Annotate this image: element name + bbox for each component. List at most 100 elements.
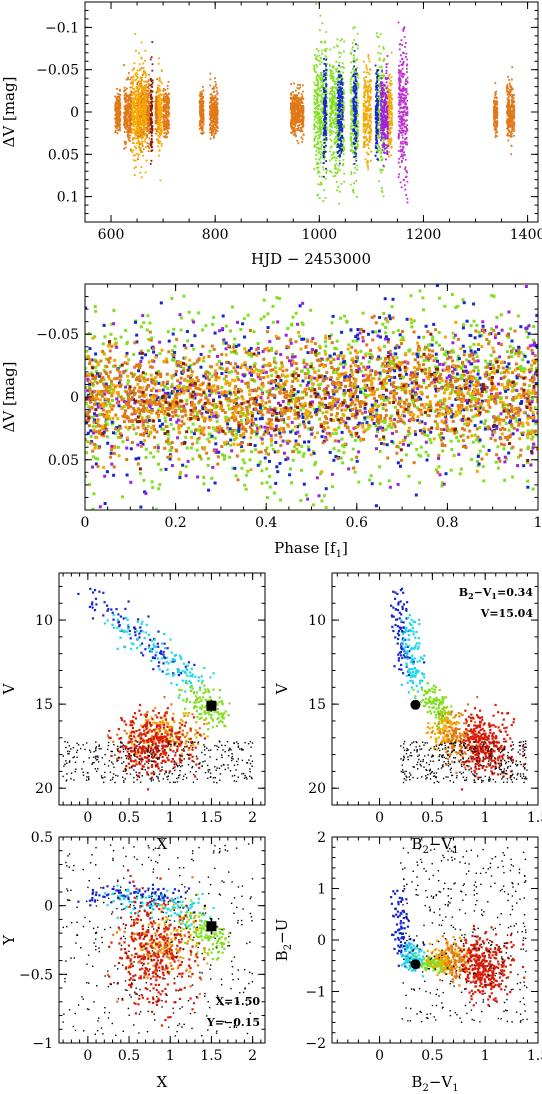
- light-curve-point: [293, 116, 296, 119]
- light-curve-point: [209, 137, 212, 140]
- light-curve-point: [132, 117, 134, 120]
- light-curve-point: [379, 115, 382, 118]
- light-curve-point: [116, 105, 119, 108]
- light-curve-point: [137, 139, 140, 142]
- light-curve-point: [127, 128, 130, 131]
- light-curve-point: [145, 115, 148, 118]
- light-curve-point: [389, 139, 392, 141]
- light-curve-point: [116, 87, 118, 90]
- light-curve-point: [201, 119, 204, 122]
- light-curve-point: [145, 114, 148, 117]
- light-curve-point: [377, 79, 380, 81]
- light-curve-point: [508, 93, 511, 95]
- light-curve-point: [512, 120, 515, 123]
- light-curve-point: [314, 135, 317, 138]
- light-curve-point: [166, 85, 169, 87]
- light-curve-point: [315, 91, 317, 93]
- light-curve-point: [508, 108, 511, 111]
- light-curve-point: [329, 99, 332, 101]
- light-curve-point: [369, 99, 372, 102]
- light-curve-point: [507, 96, 510, 98]
- light-curve-point: [148, 125, 151, 128]
- light-curve-point: [351, 149, 354, 152]
- light-curve-point: [507, 139, 510, 142]
- light-curve-point: [149, 109, 151, 112]
- light-curve-point: [342, 140, 345, 143]
- light-curve-point: [114, 129, 117, 132]
- light-curve-point: [158, 108, 161, 111]
- light-curve-point: [496, 120, 499, 122]
- light-curve-point: [124, 115, 127, 118]
- light-curve-point: [139, 99, 141, 101]
- light-curve-point: [367, 71, 369, 74]
- light-curve-point: [319, 123, 322, 125]
- light-curve-point: [293, 102, 295, 105]
- light-curve-point: [352, 111, 354, 113]
- light-curve-point: [493, 106, 495, 108]
- light-curve-point: [157, 142, 160, 144]
- light-curve-point: [296, 106, 298, 109]
- light-curve-point: [164, 89, 167, 91]
- light-curve-point: [134, 111, 136, 113]
- light-curve-point: [341, 105, 344, 108]
- light-curve-point: [509, 94, 511, 97]
- light-curve-point: [329, 131, 332, 134]
- light-curve-point: [296, 115, 299, 118]
- light-curve-point: [364, 110, 367, 113]
- light-curve-point: [148, 92, 151, 95]
- light-curve-point: [336, 112, 339, 115]
- light-curve-point: [141, 123, 144, 125]
- light-curve-point: [364, 130, 367, 133]
- light-curve-point: [349, 150, 352, 152]
- light-curve-point: [391, 114, 394, 117]
- light-curve-point: [213, 127, 216, 129]
- light-curve-point: [116, 96, 119, 98]
- light-curve-point: [151, 112, 153, 114]
- light-curve-point: [140, 136, 142, 139]
- light-curve-point: [324, 110, 326, 113]
- light-curve-point: [212, 106, 215, 109]
- light-curve-point: [381, 77, 384, 79]
- light-curve-point: [377, 110, 379, 112]
- light-curve-point: [141, 94, 144, 96]
- light-curve-point: [367, 100, 369, 103]
- light-curve-point: [325, 31, 328, 33]
- light-curve-point: [390, 83, 393, 85]
- light-curve-point: [124, 112, 127, 115]
- light-curve-point: [340, 109, 343, 111]
- light-curve-point: [325, 160, 327, 162]
- light-curve-point: [144, 171, 147, 174]
- light-curve-point: [363, 141, 365, 144]
- light-curve-point: [322, 83, 325, 85]
- light-curve-point: [211, 124, 213, 127]
- light-curve-point: [137, 127, 140, 130]
- light-curve-point: [148, 87, 151, 90]
- light-curve-point: [335, 159, 337, 162]
- light-curve-point: [511, 115, 514, 118]
- light-curve-point: [316, 98, 319, 101]
- light-curve-point: [337, 129, 340, 132]
- light-curve-point: [215, 126, 218, 129]
- light-curve-point: [320, 156, 323, 159]
- light-curve-point: [367, 105, 370, 108]
- light-curve-point: [313, 118, 316, 121]
- light-curve-point: [215, 116, 218, 119]
- light-curve-point: [143, 85, 146, 88]
- light-curve-point: [376, 35, 379, 38]
- light-curve-point: [154, 114, 157, 116]
- light-curve-point: [301, 96, 303, 99]
- light-curve-point: [369, 124, 372, 127]
- light-curve-point: [336, 71, 339, 73]
- light-curve-point: [351, 128, 353, 131]
- light-curve-point: [493, 113, 496, 115]
- light-curve-point: [340, 89, 342, 91]
- light-curve-point: [157, 84, 160, 87]
- light-curve-point: [151, 126, 153, 128]
- light-curve-point: [379, 33, 382, 35]
- light-curve-point: [509, 123, 512, 126]
- light-curve-point: [144, 122, 147, 124]
- light-curve-point: [157, 90, 159, 93]
- light-curve-point: [364, 132, 366, 135]
- light-curve-point: [325, 167, 327, 170]
- light-curve-point: [302, 124, 305, 127]
